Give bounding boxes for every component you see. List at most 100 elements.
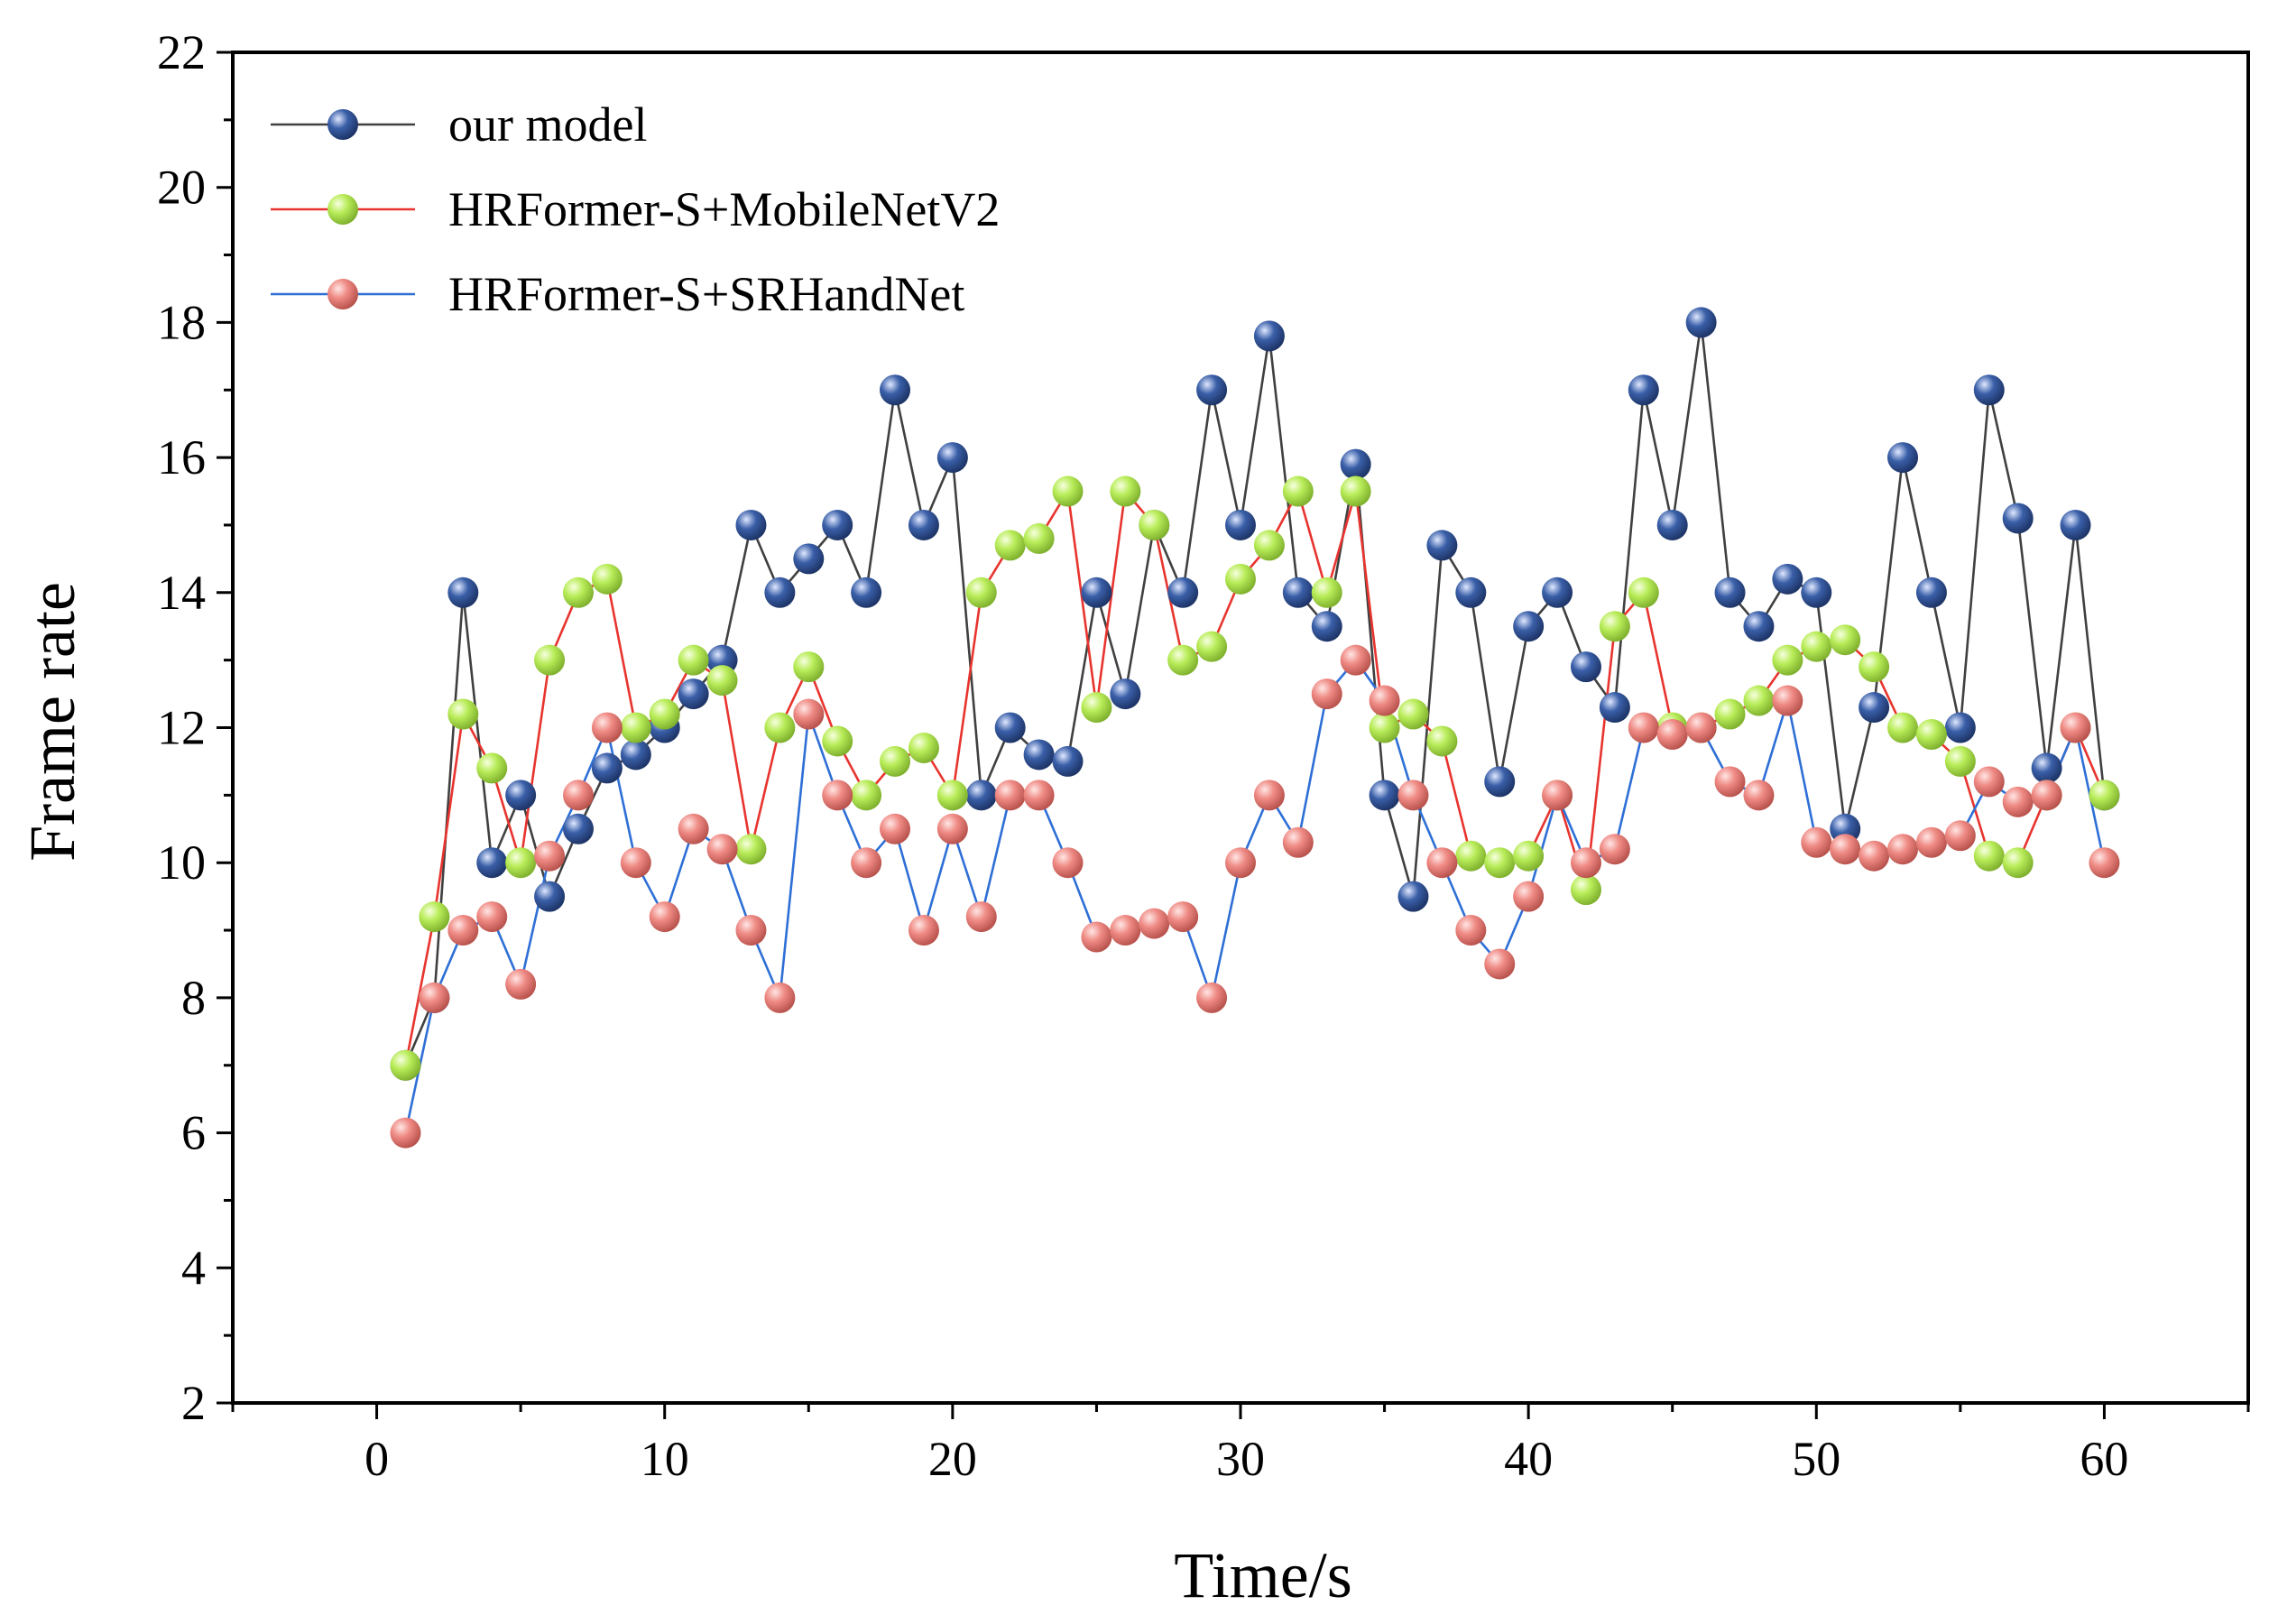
data-point [1397,881,1429,912]
data-point [1944,712,1976,743]
data-point [1628,577,1659,608]
data-point [2060,712,2091,743]
series-line-1 [404,322,2106,1066]
data-point [1944,820,1976,852]
y-axis-title: Frame rate [16,582,88,862]
data-point [1513,840,1545,872]
data-point [447,915,479,946]
data-point [1311,577,1342,608]
data-point [880,813,911,844]
data-point [1397,780,1429,811]
data-point [1801,577,1832,608]
data-point [1426,725,1458,757]
data-point [936,442,968,474]
data-point [793,543,825,575]
y-tick-label: 12 [157,701,206,755]
data-point [851,847,882,879]
data-point [908,509,939,540]
data-point [1369,685,1400,716]
data-point [1167,577,1199,608]
data-point [1282,577,1314,608]
data-point [1196,374,1228,406]
plot-area [390,307,2120,1149]
data-point [908,915,939,946]
data-point [1023,522,1055,554]
y-tick-label: 8 [181,971,206,1025]
data-point [1599,834,1630,865]
data-point [1887,834,1919,865]
data-point [1944,745,1976,777]
data-point [1599,611,1630,642]
data-point [1225,847,1256,879]
data-point [1830,834,1861,865]
data-point [1772,644,1803,676]
data-point [706,834,738,865]
data-point [1656,718,1688,750]
data-point [1685,712,1717,743]
data-point [1426,530,1458,561]
data-point [735,509,767,540]
data-point [1052,745,1084,777]
legend-label-2: HRFormer-S+MobileNetV2 [448,182,1000,236]
data-point [1772,685,1803,716]
data-point [476,901,508,933]
data-point [1513,881,1545,912]
data-point [1743,780,1775,811]
data-point [1196,982,1228,1013]
data-point [1369,712,1400,743]
data-point [1139,509,1170,540]
data-point [1397,698,1429,730]
y-tick-label: 10 [157,835,206,890]
data-point [764,577,796,608]
data-point [1743,685,1775,716]
data-point [1253,320,1285,352]
data-point [649,698,680,730]
data-point [419,982,450,1013]
y-tick-label: 2 [181,1376,206,1430]
data-point [1023,780,1055,811]
data-point [1542,780,1573,811]
data-point [620,739,651,770]
data-point [2002,786,2034,817]
series-markers-3 [390,644,2120,1149]
y-tick-label: 22 [157,25,206,79]
data-point [851,780,882,811]
legend-marker-1 [327,109,358,140]
data-point [678,644,709,676]
data-point [793,651,825,683]
data-point [1859,692,1890,724]
data-point [562,577,594,608]
data-point [1887,712,1919,743]
data-point [965,780,997,811]
data-point [1570,651,1601,683]
data-point [1628,712,1659,743]
data-point [994,530,1026,561]
data-point [735,834,767,865]
data-point [1340,448,1371,480]
data-point [1484,948,1516,980]
data-point [822,509,853,540]
data-point [505,968,537,1000]
data-point [620,712,651,743]
data-point [764,712,796,743]
data-point [1340,644,1371,676]
data-point [1628,374,1659,406]
data-point [1167,901,1199,933]
data-point [1887,442,1919,474]
data-point [2002,847,2034,879]
data-point [1455,577,1487,608]
data-point [851,577,882,608]
data-point [994,712,1026,743]
data-point [562,780,594,811]
y-tick-label: 14 [157,566,206,620]
data-point [1225,563,1256,595]
data-point [735,915,767,946]
data-point [1253,530,1285,561]
x-tick-label: 30 [1216,1432,1265,1486]
data-point [1513,611,1545,642]
data-point [965,577,997,608]
x-tick-label: 50 [1792,1432,1840,1486]
data-point [678,813,709,844]
data-point [1081,921,1112,953]
